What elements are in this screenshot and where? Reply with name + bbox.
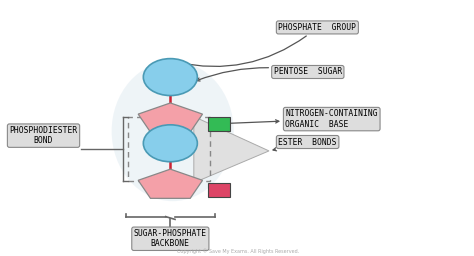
Text: PHOSPHODIESTER
BOND: PHOSPHODIESTER BOND <box>9 126 78 145</box>
Ellipse shape <box>143 125 197 162</box>
Text: PHOSPHATE  GROUP: PHOSPHATE GROUP <box>177 23 356 67</box>
Text: PENTOSE  SUGAR: PENTOSE SUGAR <box>197 68 342 81</box>
Text: ESTER  BONDS: ESTER BONDS <box>273 137 337 151</box>
Text: SUGAR-PHOSPHATE
BACKBONE: SUGAR-PHOSPHATE BACKBONE <box>134 229 207 249</box>
Polygon shape <box>138 103 202 132</box>
Polygon shape <box>138 169 202 198</box>
Text: NITROGEN-CONTAINING
ORGANIC  BASE: NITROGEN-CONTAINING ORGANIC BASE <box>211 109 378 129</box>
Bar <box>128 116 210 182</box>
Ellipse shape <box>112 61 234 201</box>
Text: Copyright © Save My Exams. All Rights Reserved.: Copyright © Save My Exams. All Rights Re… <box>177 248 300 254</box>
FancyBboxPatch shape <box>208 117 230 131</box>
Polygon shape <box>194 116 269 183</box>
Ellipse shape <box>143 59 197 95</box>
FancyBboxPatch shape <box>208 183 230 197</box>
